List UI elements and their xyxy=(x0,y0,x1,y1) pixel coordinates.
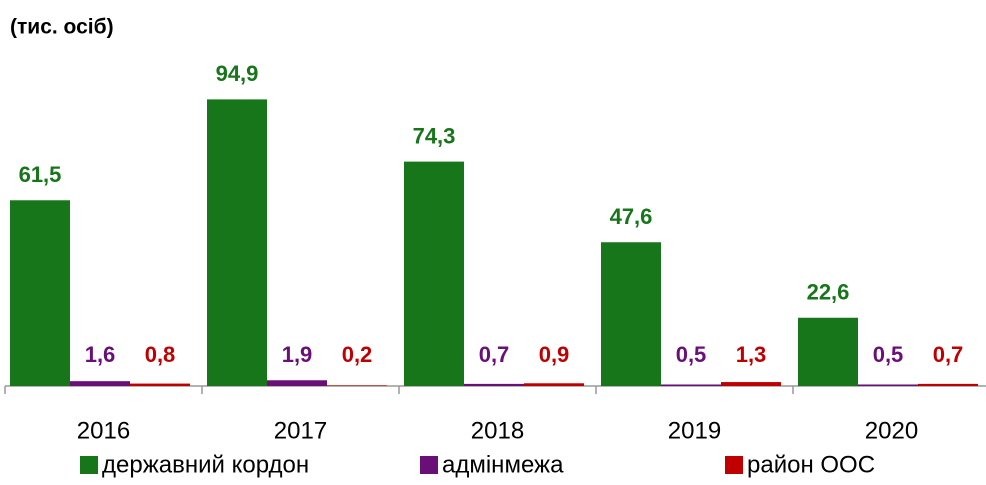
bar xyxy=(524,383,584,386)
data-label: 0,7 xyxy=(933,342,964,367)
bar xyxy=(601,242,661,386)
x-tick-label: 2016 xyxy=(77,417,130,444)
data-label: 1,6 xyxy=(85,342,116,367)
data-label: 0,5 xyxy=(676,342,707,367)
bar xyxy=(267,380,327,386)
bar xyxy=(327,385,387,386)
data-label: 0,9 xyxy=(539,342,570,367)
data-label: 94,9 xyxy=(216,61,259,86)
bar xyxy=(10,200,70,386)
bar xyxy=(464,383,524,386)
legend-label: район ООС xyxy=(747,451,875,478)
bar xyxy=(858,384,918,386)
data-label: 22,6 xyxy=(807,280,850,305)
data-label: 0,2 xyxy=(342,342,373,367)
legend-swatch xyxy=(420,456,438,474)
data-label: 0,8 xyxy=(145,342,176,367)
bar xyxy=(207,99,267,386)
data-label: 61,5 xyxy=(19,162,62,187)
legend-label: адмінмежа xyxy=(442,451,564,478)
bar xyxy=(918,383,978,386)
bar xyxy=(721,382,781,386)
legend-swatch xyxy=(80,456,98,474)
data-label: 0,7 xyxy=(479,342,510,367)
chart-subtitle: (тис. осіб) xyxy=(10,16,114,39)
bar xyxy=(130,383,190,386)
bar xyxy=(404,161,464,386)
x-tick-label: 2020 xyxy=(865,417,918,444)
bar xyxy=(70,381,130,386)
x-tick-label: 2019 xyxy=(668,417,721,444)
data-label: 47,6 xyxy=(610,204,653,229)
data-label: 74,3 xyxy=(413,123,456,148)
data-label: 0,5 xyxy=(873,342,904,367)
x-tick-label: 2017 xyxy=(274,417,327,444)
bar xyxy=(798,317,858,386)
legend-label: державний кордон xyxy=(102,451,309,478)
bar xyxy=(661,384,721,386)
x-tick-label: 2018 xyxy=(471,417,524,444)
data-label: 1,9 xyxy=(282,342,313,367)
data-label: 1,3 xyxy=(736,342,767,367)
legend-swatch xyxy=(725,456,743,474)
